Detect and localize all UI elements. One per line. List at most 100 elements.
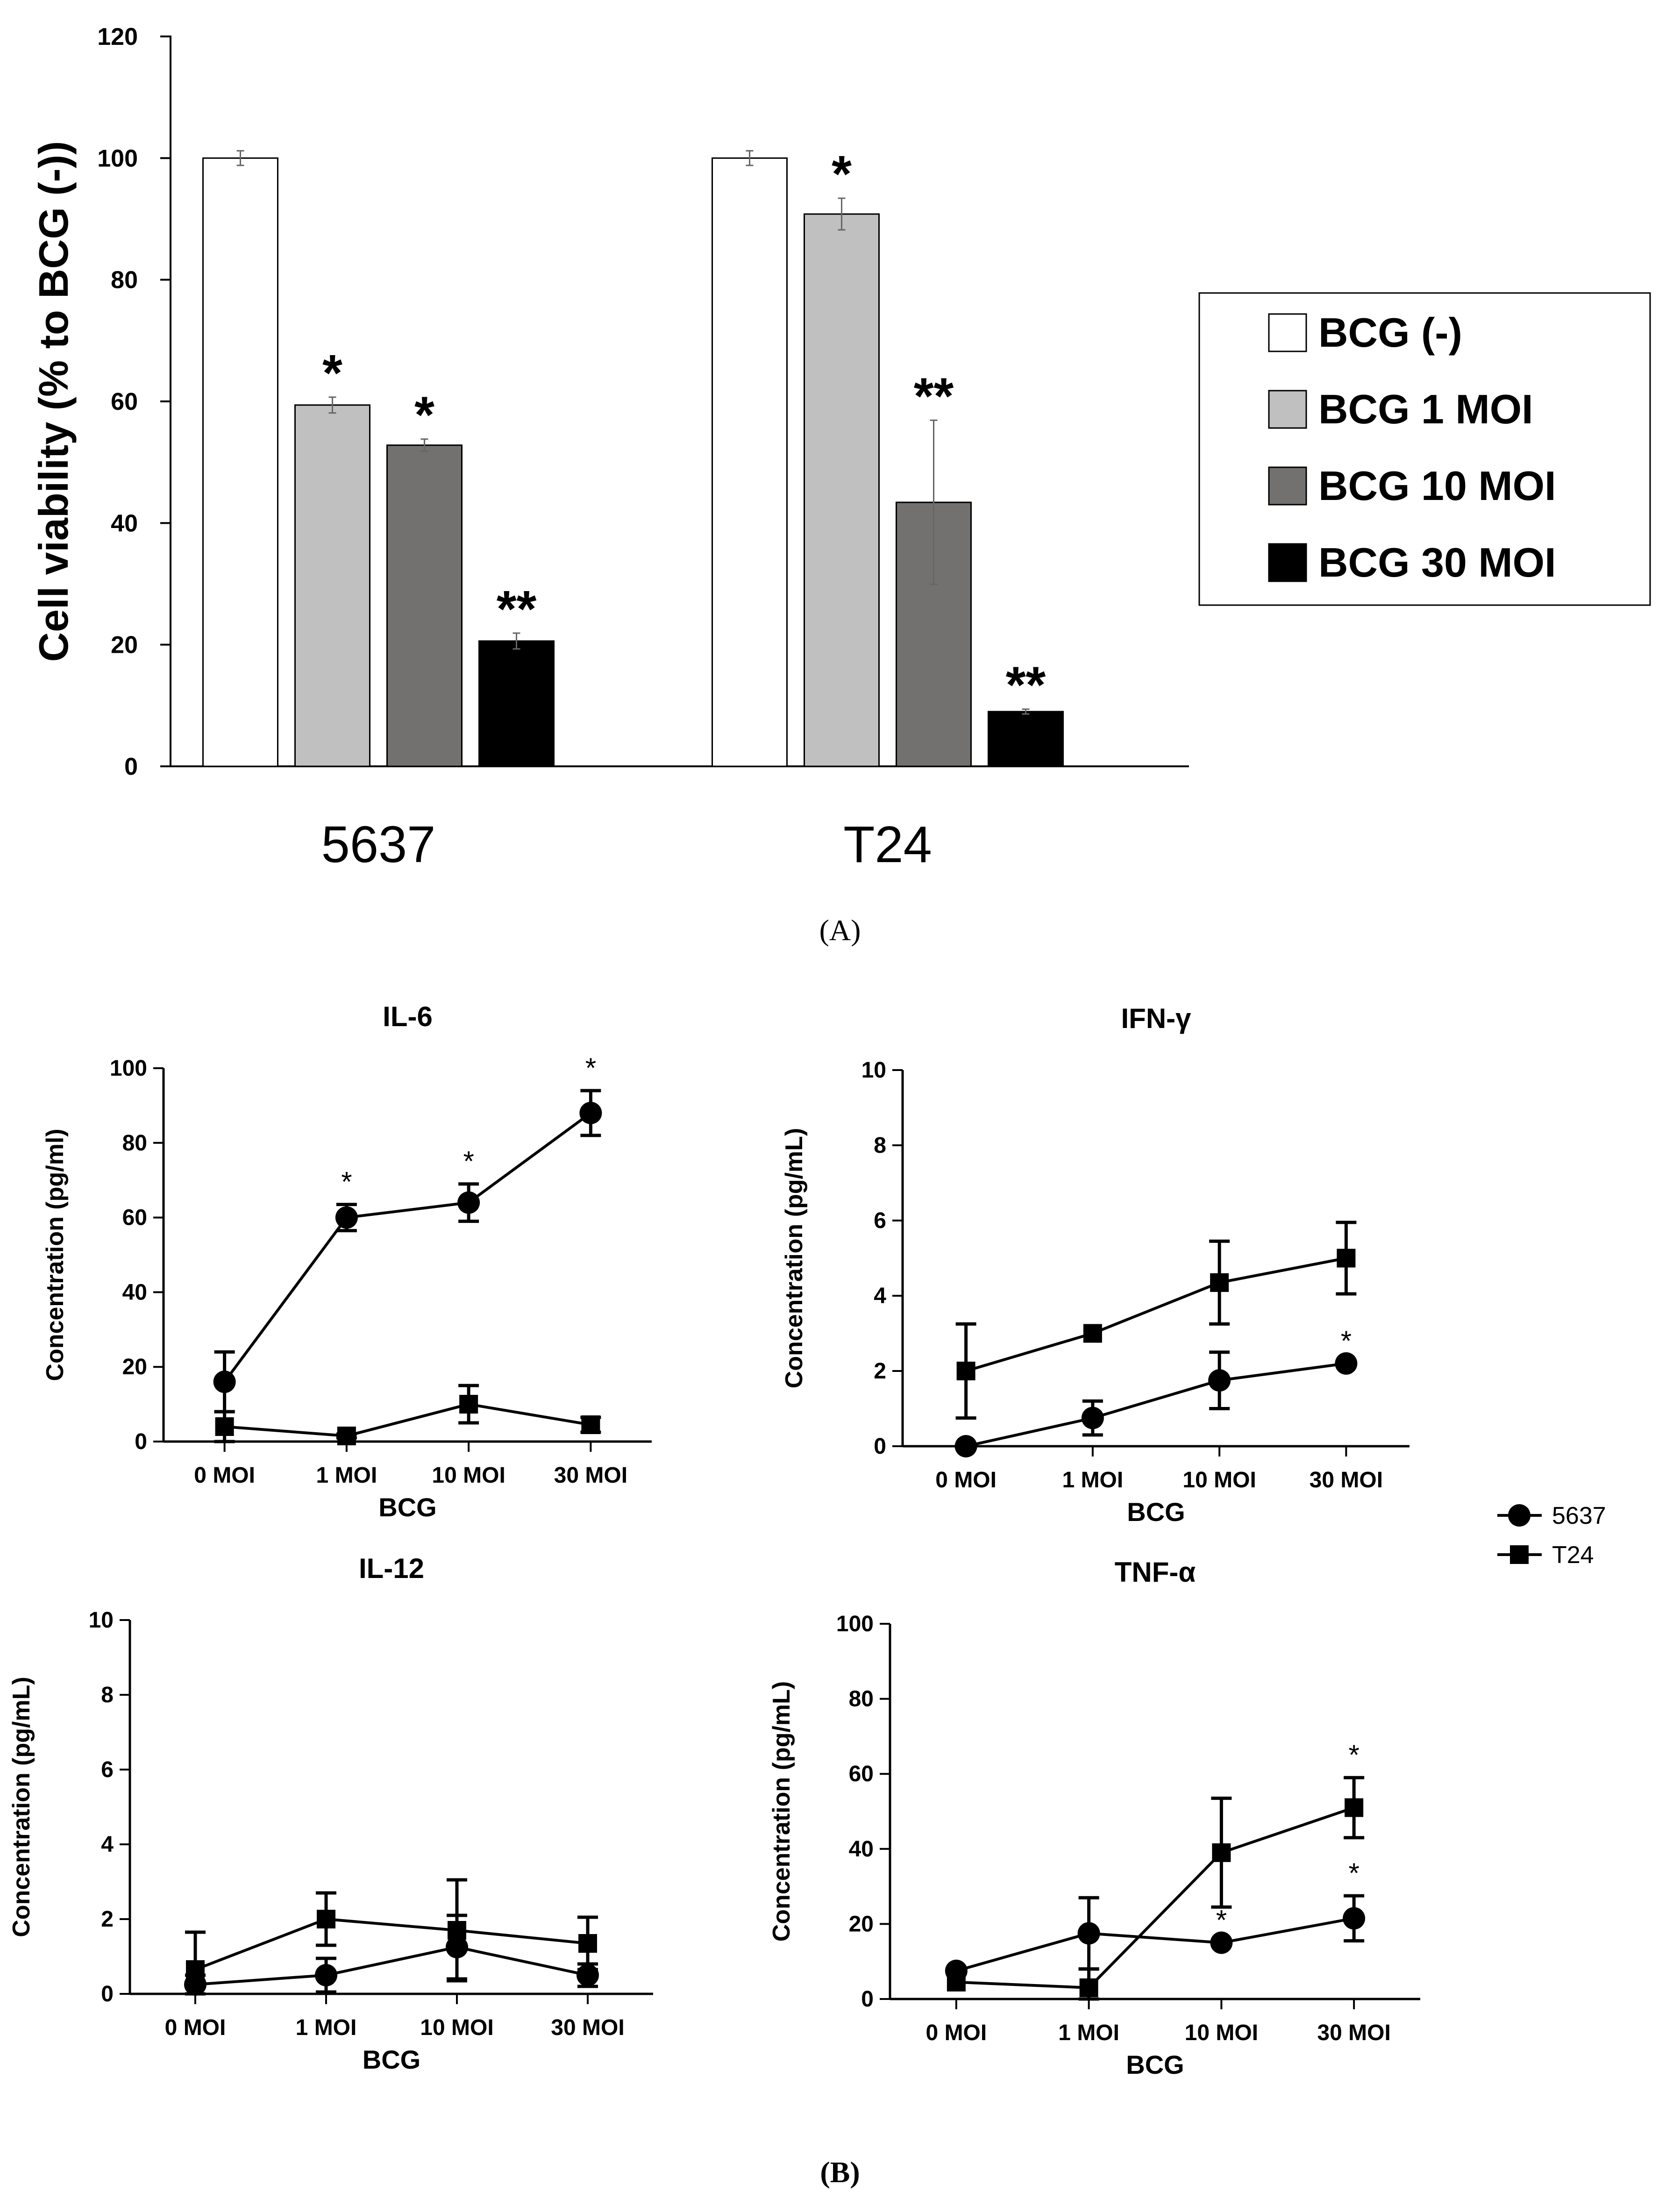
significance-label: * [1341,1325,1352,1357]
il6-point-5637 [579,1101,602,1124]
tnfa-x-tick-label: 30 MOI [1317,2021,1390,2045]
ifng-x-axis-title: BCG [1127,1497,1185,1527]
il12-point-t24 [186,1960,205,1979]
ifng-y-tick-label: 6 [874,1208,886,1233]
il6-point-t24 [215,1417,234,1436]
il12-x-tick-label: 10 MOI [420,2015,493,2040]
il6-title: IL-6 [383,1001,433,1032]
il6-point-5637 [213,1371,236,1393]
panel-a-y-tick-label: 0 [124,753,138,780]
tnfa-y-tick-label: 20 [849,1912,874,1936]
tnfa-point-t24 [1345,1798,1364,1817]
il12-series-line-5637 [195,1945,588,1986]
bar-5637-bcg-10-moi [386,444,463,767]
panel-ifng-line-chart: 0 2 4 6 8 10 0 MOI 1 MOI 10 MOI 30 MOI IFN-γ BCG Con… [781,1003,1409,1527]
panel-tnfa-line-chart: 0 20 40 60 80 100 0 MOI 1 MOI 10 MOI 30 MOI TNF-α B… [768,1556,1420,2079]
ifng-point-5637 [1335,1352,1358,1375]
legend-marker-t24 [1510,1545,1529,1564]
panel-a-y-tick-label: 80 [111,267,138,294]
ifng-point-t24 [1337,1249,1356,1268]
legend-swatch [1268,313,1307,352]
il6-y-tick-label: 0 [135,1429,147,1454]
ifng-point-t24 [1083,1324,1102,1343]
tnfa-y-tick-label: 40 [849,1837,874,1862]
il6-point-5637 [457,1191,480,1214]
tnfa-point-5637 [1343,1907,1366,1930]
il6-series-line-t24 [224,1403,591,1438]
il12-y-tick-label: 6 [101,1757,114,1782]
tnfa-point-t24 [1212,1843,1231,1862]
legend-label: 5637 [1552,1502,1606,1529]
ifng-point-5637 [1081,1407,1104,1429]
panel-b-label-close: ) [850,2156,860,2189]
legend-label: BCG (-) [1318,309,1462,356]
legend-marker-5637 [1508,1504,1531,1527]
ifng-point-t24 [1210,1273,1229,1292]
legend-swatch [1268,466,1307,506]
il6-y-tick-label: 60 [122,1206,147,1230]
ifng-y-tick-label: 4 [874,1284,886,1308]
ifng-x-tick-label: 1 MOI [1062,1468,1124,1492]
tnfa-y-tick-label: 60 [849,1762,874,1786]
panel-b-label-open: ( [820,2156,830,2189]
ifng-y-tick-label: 2 [874,1359,886,1384]
il6-y-tick-label: 20 [122,1355,147,1379]
il12-y-tick-label: 2 [101,1907,114,1932]
panel-a-y-tick-label: 60 [111,388,138,415]
significance-label: * [463,1146,474,1177]
tnfa-title: TNF-α [1115,1556,1196,1588]
ifng-series-line-t24 [965,1257,1346,1372]
panel-b-label-letter: B [830,2156,850,2189]
il12-y-tick-label: 4 [101,1832,114,1857]
panel-a-bar-chart: 0 20 40 60 80 100 120 Cell viability (% to BCG … [30,23,1651,873]
il6-series-line-5637 [223,1112,592,1383]
significance-label: * [414,386,434,444]
significance-label: * [1348,1739,1359,1771]
il12-x-tick-label: 1 MOI [296,2015,357,2040]
ifng-y-tick-label: 10 [861,1058,886,1083]
ifng-y-tick-label: 8 [874,1133,886,1158]
tnfa-series-line-5637 [956,1917,1354,1972]
bar-t24-bcg-30-moi [988,711,1064,767]
il12-point-t24 [448,1921,466,1940]
il12-x-tick-label: 30 MOI [551,2015,624,2040]
ifng-series-line-5637 [965,1362,1346,1448]
il12-series-line-t24 [194,1917,588,1971]
il6-y-axis-title: Concentration (pg/ml) [42,1128,69,1381]
ifng-point-5637 [1208,1369,1231,1392]
panel-a-y-tick-label: 120 [97,23,138,50]
panel-il12-line-chart: 0 2 4 6 8 10 0 MOI 1 MOI 10 MOI 30 MOI IL-12 BCG Con… [8,1553,653,2074]
legend-label: BCG 30 MOI [1318,539,1556,585]
panel-a-y-tick-label: 20 [111,632,138,659]
tnfa-series-line-t24 [956,1806,1355,1989]
bar-5637-bcg [202,157,278,767]
tnfa-y-tick-label: 80 [849,1687,874,1712]
il12-y-tick-label: 8 [101,1683,114,1707]
tnfa-x-tick-label: 0 MOI [926,2021,987,2045]
panel-a-label-open: ( [819,914,829,947]
il6-point-5637 [335,1206,358,1229]
bar-t24-bcg-1-moi [804,213,880,767]
panel-a-label: (A) [819,914,861,947]
significance-label: ** [1006,657,1046,714]
panel-il6-line-chart: 0 20 40 60 80 100 0 MOI 1 MOI 10 MOI 30 MOI IL-6 BC… [42,1001,652,1522]
significance-label: * [832,145,852,203]
tnfa-point-t24 [947,1972,966,1992]
legend-swatch [1268,390,1307,429]
il6-x-tick-label: 1 MOI [316,1463,377,1488]
significance-label: * [1348,1857,1359,1889]
bar-5637-bcg-30-moi [478,640,555,767]
il6-x-tick-label: 10 MOI [432,1463,505,1488]
tnfa-point-t24 [1079,1978,1098,1997]
bar-5637-bcg-1-moi [294,404,370,767]
panel-a-label-letter: A [829,914,851,947]
il6-point-t24 [459,1395,478,1414]
ifng-title: IFN-γ [1121,1003,1192,1034]
il6-point-t24 [581,1415,600,1435]
legend-label: BCG 1 MOI [1318,386,1533,432]
tnfa-point-5637 [1077,1922,1100,1945]
legend-label: BCG 10 MOI [1318,463,1556,509]
panel-b-label: (B) [820,2156,860,2189]
significance-label: * [322,344,342,402]
il12-title: IL-12 [359,1553,424,1584]
